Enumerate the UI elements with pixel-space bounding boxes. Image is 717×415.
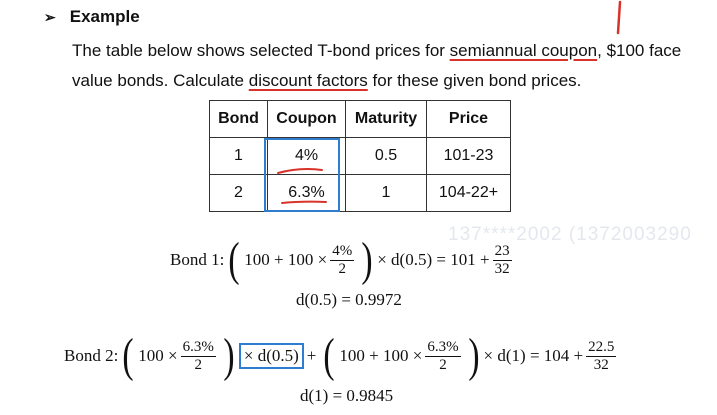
cell-maturity: 0.5 [345,137,427,175]
bond2-result: d(1) = 0.9845 [300,386,394,405]
fraction: 6.3% 2 [425,338,461,373]
arrow-bullet-icon: ➢ [44,8,56,25]
cell-bond: 1 [209,137,268,175]
cell-maturity: 1 [345,174,427,212]
cell-coupon: 6.3% [267,174,346,212]
fraction: 23 32 [492,242,512,277]
heading-title: Example [69,7,140,26]
cell-price: 101-23 [426,137,511,175]
fraction: 6.3% 2 [180,338,216,373]
watermark: 137****2002 (1372003290 [448,224,692,245]
table-row: 1 4% 0.5 101-23 [209,137,511,175]
cell-price: 104-22+ [426,174,511,212]
example-heading: ➢ Example [44,7,140,27]
boxed-discount-term: × d(0.5) [238,343,304,369]
table-header-row: Bond Coupon Maturity Price [209,100,511,138]
cell-bond: 2 [209,174,268,212]
bond1-equation: Bond 1: ( 100 + 100 × 4% 2 ) × d(0.5) = … [170,233,512,286]
bond-table: Bond Coupon Maturity Price 1 4% 0.5 101-… [209,100,511,212]
underlined-semiannual-coupon: semiannual coupon [449,41,598,60]
bond1-label: Bond 1: [170,250,225,269]
problem-paragraph: The table below shows selected T-bond pr… [72,41,682,90]
bond2-label: Bond 2: [64,346,119,365]
header-maturity: Maturity [345,100,427,138]
bond2-equation: Bond 2: ( 100 × 6.3% 2 ) × d(0.5) + ( 10… [64,329,617,382]
underlined-discount-factors: discount factors [248,71,368,90]
pen-stroke-mark [616,0,622,35]
table-row: 2 6.3% 1 104-22+ [209,174,511,212]
bond1-result: d(0.5) = 0.9972 [296,290,402,309]
header-price: Price [426,100,511,138]
coupon-underline-marks [277,168,327,204]
coupon-highlight-box [264,138,340,212]
header-bond: Bond [209,100,268,138]
header-coupon: Coupon [267,100,346,138]
fraction: 22.5 32 [586,338,617,373]
fraction: 4% 2 [330,242,355,277]
